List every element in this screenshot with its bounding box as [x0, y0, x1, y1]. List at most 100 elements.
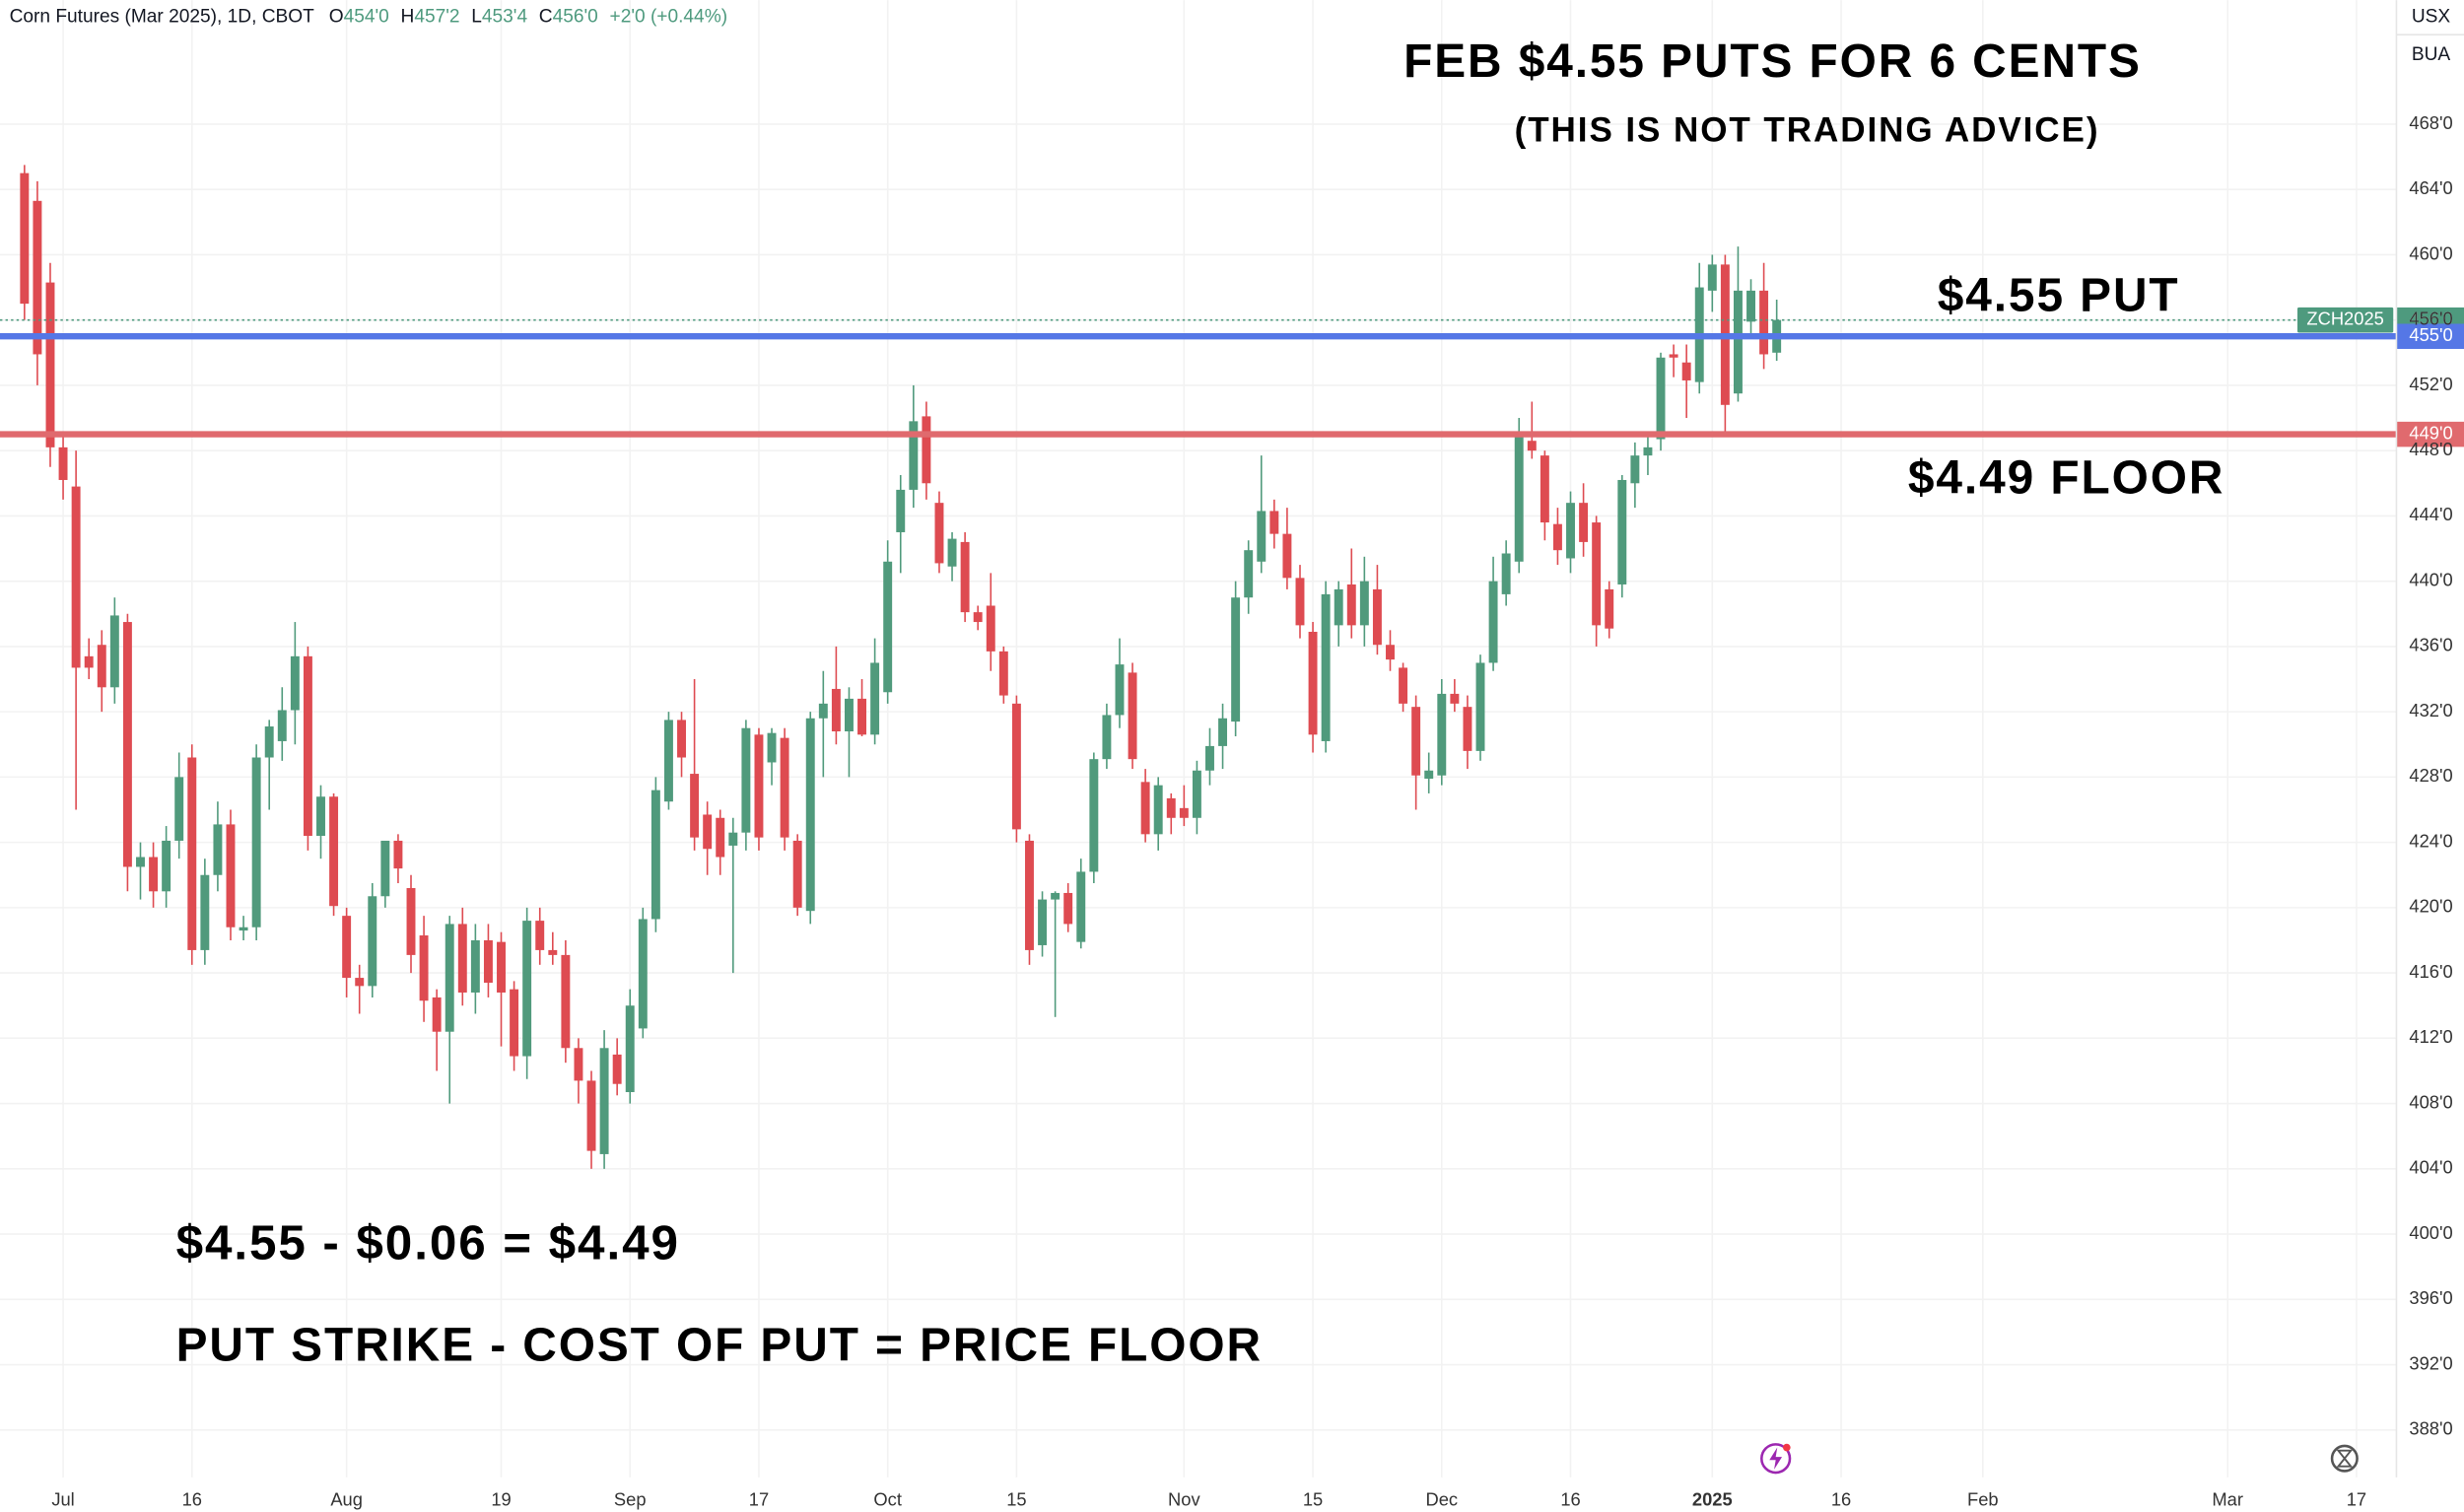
candle-body [1630, 455, 1640, 484]
x-tick-label: Nov [1168, 1489, 1200, 1510]
corner-label: USX [2412, 7, 2451, 28]
candle-body [290, 655, 300, 711]
y-tick-label: 436'0 [2409, 635, 2452, 655]
ohlc-value: 457'2 [414, 7, 459, 28]
corner-label: BUA [2412, 44, 2451, 65]
ohlc-value: 456'0 [553, 7, 598, 28]
candle-body [406, 887, 416, 955]
y-tick-label: 456'0 [2409, 309, 2452, 329]
alert-icon[interactable] [1760, 1443, 1792, 1475]
candle-body [703, 814, 713, 850]
y-tick-label: 420'0 [2409, 896, 2452, 917]
candle-body [1437, 693, 1447, 776]
y-tick-label: 424'0 [2409, 830, 2452, 851]
candle-body [998, 651, 1008, 696]
candle-body [780, 737, 789, 838]
candle-body [973, 612, 983, 623]
x-tick-label: 15 [1006, 1489, 1026, 1510]
candle-body [1592, 522, 1602, 626]
candle-body [1218, 718, 1228, 746]
candle-body [909, 421, 919, 490]
candle-body [767, 732, 777, 763]
candle-body [1089, 759, 1099, 872]
change: +2'0 (+0.44%) [610, 7, 728, 28]
candle-body [1192, 770, 1201, 818]
annotation: FEB $4.55 PUTS FOR 6 CENTS [1403, 35, 2142, 88]
candle-body [1411, 707, 1421, 776]
candle-body [1540, 455, 1549, 523]
candle-body [1282, 533, 1292, 579]
candle-body [58, 447, 68, 480]
y-tick-label: 452'0 [2409, 374, 2452, 394]
x-tick-label: 15 [1303, 1489, 1323, 1510]
x-tick-label: 16 [1560, 1489, 1580, 1510]
candle-body [1527, 441, 1537, 451]
candle-body [677, 720, 686, 758]
x-tick-label: Aug [330, 1489, 363, 1510]
y-tick-label: 388'0 [2409, 1418, 2452, 1439]
candle-body [380, 840, 390, 897]
candle-body [1038, 899, 1048, 945]
candle-body [239, 927, 248, 931]
candle-body [690, 774, 700, 838]
candle-body [650, 790, 660, 920]
candle-body [162, 840, 171, 892]
candle-body [947, 538, 957, 567]
candle-body [1205, 745, 1214, 771]
candle-body [33, 200, 42, 355]
y-tick-label: 396'0 [2409, 1287, 2452, 1308]
candle-body [638, 919, 648, 1029]
candle-body [1025, 840, 1034, 950]
level-label: 449'0 [2409, 422, 2452, 443]
candle-body [561, 954, 571, 1049]
candle-body [1424, 770, 1434, 780]
candle-body [226, 824, 236, 928]
candle-body [1244, 550, 1254, 598]
ohlc-key: H [401, 7, 415, 28]
candle-body [831, 688, 841, 732]
annotation: $4.49 FLOOR [1908, 452, 2224, 505]
candle-body [497, 941, 506, 993]
candle-body [844, 698, 854, 732]
ohlc-value: 454'0 [344, 7, 389, 28]
candle-body [174, 777, 184, 841]
ohlc-key: L [471, 7, 482, 28]
candle-body [1386, 645, 1395, 660]
candle-body [20, 172, 30, 305]
candle-body [470, 939, 480, 993]
candle-body [754, 734, 764, 838]
candle-body [522, 921, 532, 1057]
x-tick-label: 2025 [1692, 1489, 1733, 1510]
level-label: 455'0 [2409, 324, 2452, 345]
ohlc-key: C [539, 7, 553, 28]
candle-body [84, 655, 94, 668]
candle-body [1063, 892, 1073, 925]
candle-body [1501, 553, 1511, 594]
y-tick-label: 444'0 [2409, 504, 2452, 524]
candle-body [792, 840, 802, 908]
candle-body [934, 503, 944, 564]
axes: 388'0 392'0 396'0 400'0 404'0 408'0 412'0 416'0… [51, 112, 2452, 1510]
candle-body [1115, 664, 1125, 716]
candle-body [303, 655, 312, 836]
candle-body [1463, 707, 1472, 751]
candle-body [1179, 807, 1189, 818]
candle-body [883, 561, 893, 693]
annotation: $4.55 PUT [1938, 270, 2180, 322]
candle-body [818, 703, 828, 719]
annotation: $4.55 - $0.06 = $4.49 [176, 1216, 680, 1271]
candle-body [1334, 588, 1343, 626]
candle-body [1656, 357, 1666, 440]
annotation: PUT STRIKE - COST OF PUT = PRICE FLOOR [176, 1320, 1263, 1372]
x-tick-label: Sep [614, 1489, 647, 1510]
y-tick-label: 408'0 [2409, 1091, 2452, 1112]
candle-body [316, 796, 325, 836]
price-label: 456'0 [2409, 309, 2452, 329]
x-tick-label: Feb [1967, 1489, 1999, 1510]
candle-body [1759, 290, 1769, 355]
clock-icon[interactable] [2330, 1444, 2359, 1473]
symbol-tag [2296, 307, 2394, 333]
candle-body [663, 720, 673, 802]
candle-body [1257, 511, 1266, 562]
